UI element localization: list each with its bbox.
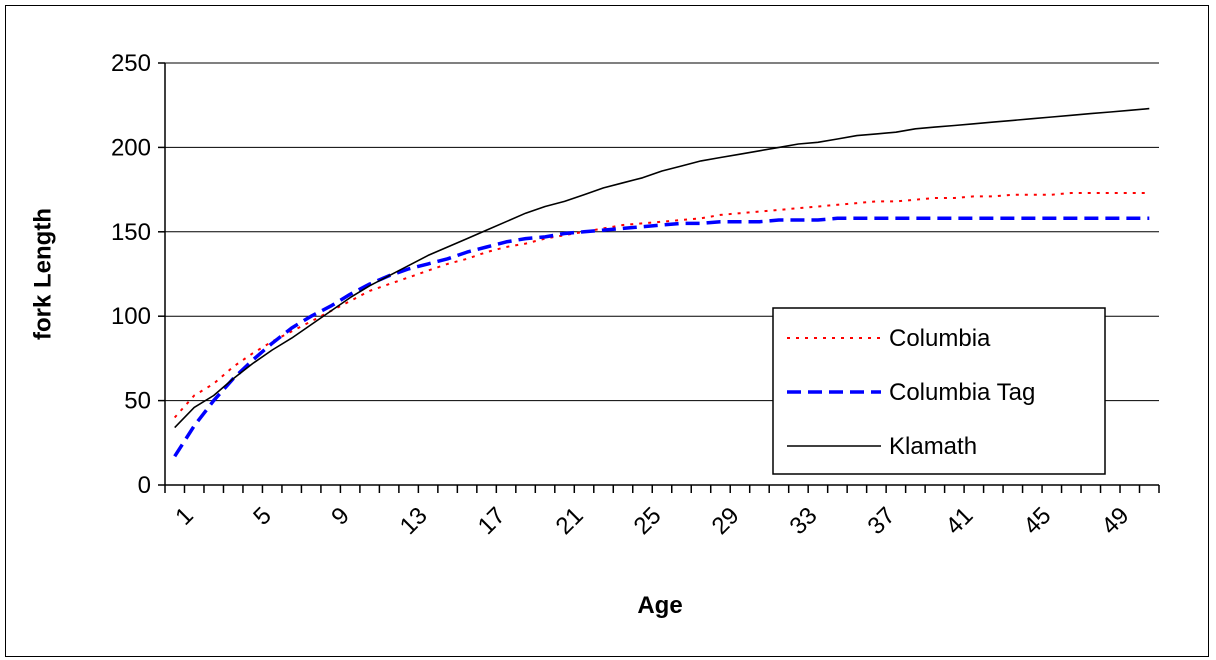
y-tick-label: 200 bbox=[111, 134, 151, 161]
y-tick-label: 250 bbox=[111, 50, 151, 77]
x-tick-label: 33 bbox=[785, 502, 823, 540]
y-tick-labels: 0 50 100 150 200 250 bbox=[111, 50, 151, 499]
legend-item: Columbia Tag bbox=[787, 379, 1035, 406]
legend: Columbia Columbia Tag Klamath bbox=[772, 307, 1106, 475]
legend-label: Columbia bbox=[889, 325, 991, 352]
x-tick-labels: 1 5 9 13 17 21 25 29 33 37 41 45 49 bbox=[170, 502, 1134, 540]
series-line-columbia-tag bbox=[173, 216, 1150, 458]
y-tick-label: 150 bbox=[111, 219, 151, 246]
x-tick-label: 41 bbox=[940, 502, 978, 540]
tick-marks bbox=[158, 62, 1160, 493]
y-tick-label: 100 bbox=[111, 303, 151, 330]
x-tick-label: 9 bbox=[326, 502, 355, 531]
y-tick-label: 0 bbox=[138, 472, 151, 499]
x-axis-title: Age bbox=[637, 592, 682, 619]
x-tick-label: 29 bbox=[707, 502, 745, 540]
legend-label: Klamath bbox=[889, 433, 977, 460]
x-tick-label: 1 bbox=[170, 502, 199, 531]
legend-items: Columbia Columbia Tag Klamath bbox=[787, 325, 1035, 460]
y-tick-label: 50 bbox=[124, 388, 151, 415]
x-tick-label: 17 bbox=[473, 502, 511, 540]
y-axis-title: fork Length bbox=[29, 208, 56, 340]
series-line-klamath bbox=[174, 107, 1150, 429]
x-tick-label: 45 bbox=[1018, 502, 1056, 540]
x-tick-label: 21 bbox=[551, 502, 589, 540]
x-tick-label: 37 bbox=[863, 502, 901, 540]
legend-item: Columbia bbox=[787, 325, 991, 352]
x-tick-label: 49 bbox=[1096, 502, 1134, 540]
x-tick-label: 13 bbox=[395, 502, 433, 540]
legend-item: Klamath bbox=[787, 433, 977, 460]
axes bbox=[164, 63, 1159, 486]
series-lines bbox=[173, 107, 1150, 458]
x-tick-label: 25 bbox=[629, 502, 667, 540]
x-tick-label: 5 bbox=[248, 502, 277, 531]
legend-label: Columbia Tag bbox=[889, 379, 1035, 406]
